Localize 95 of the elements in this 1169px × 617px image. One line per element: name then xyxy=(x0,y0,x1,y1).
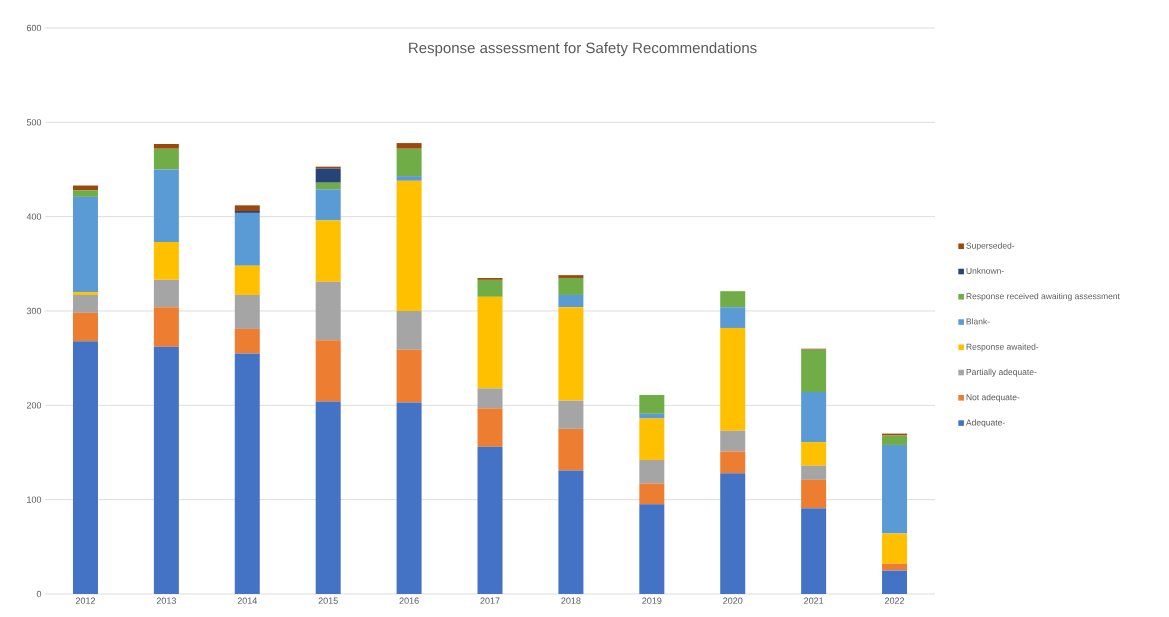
bar xyxy=(72,312,98,342)
legend-label: Not adequate- xyxy=(966,393,1020,402)
bar xyxy=(72,294,98,313)
bar xyxy=(396,402,422,594)
bar xyxy=(234,353,260,594)
bar xyxy=(234,212,260,266)
bar xyxy=(477,296,503,389)
bar xyxy=(720,473,746,594)
bar xyxy=(72,190,98,197)
y-tick-label: 500 xyxy=(26,119,42,126)
bar xyxy=(882,435,908,445)
x-tick-label: 2017 xyxy=(480,597,500,604)
bar xyxy=(477,446,503,594)
legend-label: Unknown- xyxy=(966,267,1004,274)
bar xyxy=(153,346,179,594)
x-tick-label: 2015 xyxy=(318,597,338,604)
bar xyxy=(234,328,260,354)
bar xyxy=(234,205,260,211)
bar xyxy=(153,144,179,149)
bar xyxy=(639,394,665,414)
bar xyxy=(315,182,341,190)
bar xyxy=(315,340,341,402)
bar xyxy=(396,176,422,181)
bar xyxy=(72,292,98,295)
bar xyxy=(153,242,179,280)
x-tick-label: 2013 xyxy=(156,597,176,604)
bar xyxy=(153,307,179,347)
bar xyxy=(558,294,584,308)
legend-label: Response awaited- xyxy=(966,343,1039,352)
x-tick-label: 2016 xyxy=(399,597,419,604)
bar xyxy=(882,444,908,534)
legend-label: Blank- xyxy=(966,318,990,325)
bar xyxy=(801,508,827,594)
bar xyxy=(639,504,665,594)
bar xyxy=(882,570,908,594)
legend-label: Adequate- xyxy=(965,419,1005,428)
bar xyxy=(477,408,503,447)
bar xyxy=(396,148,422,177)
bar xyxy=(882,563,908,571)
bar xyxy=(720,307,746,328)
legend-label: Superseded- xyxy=(966,242,1015,251)
y-tick-label: 100 xyxy=(27,496,42,503)
bar xyxy=(720,327,746,431)
bar xyxy=(72,196,98,293)
x-tick-label: 2021 xyxy=(804,597,824,604)
bar xyxy=(801,349,827,393)
bar xyxy=(153,148,179,170)
bar xyxy=(315,220,341,282)
bar xyxy=(882,533,908,564)
y-tick-label: 200 xyxy=(26,402,42,409)
bar xyxy=(477,279,503,297)
x-tick-label: 2018 xyxy=(561,597,581,604)
bar xyxy=(639,413,665,419)
y-tick-label: 0 xyxy=(36,590,42,598)
bar xyxy=(801,479,827,509)
bar xyxy=(396,180,422,311)
x-tick-label: 2020 xyxy=(723,597,743,604)
bar xyxy=(801,465,827,480)
y-tick-label: 400 xyxy=(26,213,42,220)
legend-label: Partially adequate- xyxy=(966,368,1037,377)
bar xyxy=(234,265,260,295)
bar xyxy=(558,307,584,401)
bar xyxy=(558,400,584,429)
bar xyxy=(558,275,584,278)
bar xyxy=(558,277,584,295)
bar xyxy=(477,388,503,409)
bar xyxy=(801,392,827,443)
bar xyxy=(315,168,341,183)
bar xyxy=(72,341,98,594)
bar xyxy=(315,281,341,341)
x-tick-label: 2022 xyxy=(885,597,905,604)
x-tick-label: 2012 xyxy=(75,597,96,604)
text: Response assessment for Safety Recommendations xyxy=(409,42,757,57)
bar xyxy=(315,189,341,221)
bar xyxy=(396,310,422,350)
bar xyxy=(396,143,422,149)
bar xyxy=(558,470,584,594)
x-tick-label: 2014 xyxy=(237,597,258,604)
y-tick-label: 600 xyxy=(26,24,42,32)
x-tick-label: 2019 xyxy=(642,597,662,604)
bar xyxy=(639,483,665,505)
y-tick-label: 300 xyxy=(26,307,42,315)
bar xyxy=(234,294,260,329)
bar xyxy=(153,169,179,243)
bar xyxy=(396,349,422,403)
bar xyxy=(153,279,179,308)
legend-label: Response received awaiting assessment xyxy=(966,292,1120,301)
bar xyxy=(558,428,584,471)
bar xyxy=(639,460,665,484)
bar xyxy=(720,451,746,474)
bar xyxy=(315,401,341,594)
bar xyxy=(801,442,827,466)
bar xyxy=(720,430,746,452)
bar xyxy=(720,291,746,308)
bar xyxy=(639,418,665,461)
